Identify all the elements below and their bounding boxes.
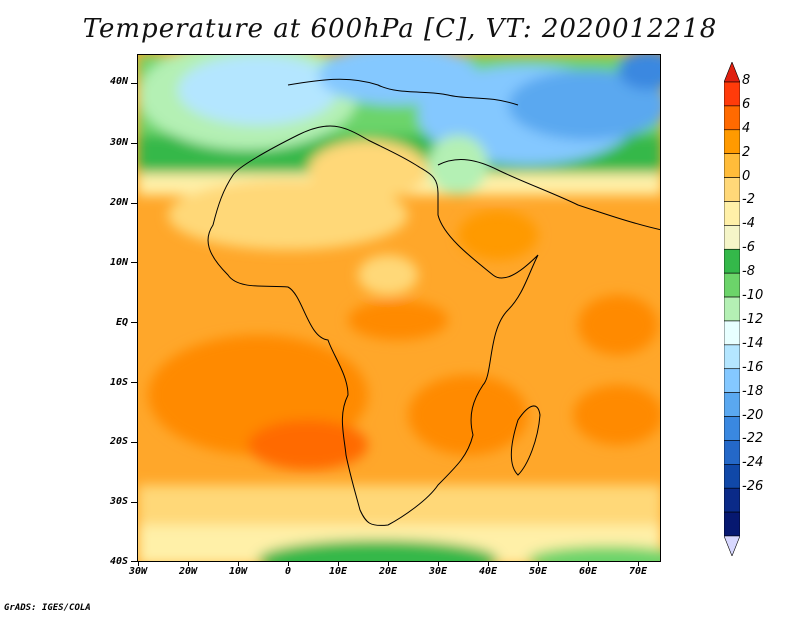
lon-label-30e: 30E — [428, 566, 448, 577]
lat-label-40n: 40N — [109, 76, 128, 87]
coastlines — [207, 78, 660, 526]
plot-title: Temperature at 600hPa [C], VT: 202001221… — [82, 14, 718, 44]
lat-tick — [131, 501, 137, 503]
colorbar-swatch — [724, 392, 740, 417]
lon-tick — [138, 562, 139, 566]
colorbar-label: -18 — [742, 383, 764, 399]
colorbar-swatch — [724, 105, 740, 131]
lon-tick — [288, 562, 289, 566]
lat-label-10s: 10S — [109, 377, 128, 388]
arabia-coastline — [437, 159, 660, 231]
colorbar-swatch — [724, 344, 740, 370]
colorbar-label: 0 — [742, 168, 751, 184]
colorbar-swatch — [724, 201, 740, 226]
colorbar-swatch — [724, 464, 740, 489]
lat-tick — [131, 83, 137, 84]
colorbar-label: 4 — [742, 120, 751, 136]
map-svg — [138, 55, 660, 561]
lat-tick — [131, 322, 137, 324]
lon-label-70e: 70E — [628, 566, 648, 577]
lon-tick — [538, 562, 539, 566]
lon-label-20e: 20E — [378, 566, 398, 577]
colorbar-label: -12 — [742, 311, 764, 327]
lat-label-eq: EQ — [115, 317, 128, 328]
colorbar-label: -10 — [742, 288, 764, 304]
lon-label-60e: 60E — [578, 566, 598, 577]
colorbar-swatch — [724, 153, 740, 178]
colorbar-label: -6 — [742, 240, 755, 256]
colorbar-swatch — [724, 487, 740, 513]
lon-label-10w: 10W — [228, 566, 248, 577]
africa-coastline — [207, 125, 539, 526]
colorbar-swatch — [724, 272, 740, 298]
lat-label-30s: 30S — [109, 496, 128, 507]
lon-label-50e: 50E — [528, 566, 548, 577]
lon-tick — [388, 562, 389, 566]
colorbar-swatch — [724, 368, 740, 393]
colorbar-swatch — [724, 81, 740, 107]
lat-label-10n: 10N — [109, 257, 128, 268]
lon-tick — [488, 562, 489, 566]
lon-label-30w: 30W — [128, 566, 148, 577]
lat-tick — [131, 142, 137, 144]
lat-tick — [131, 262, 137, 264]
lat-tick — [131, 382, 137, 383]
colorbar-swatch — [724, 416, 740, 441]
temperature-field — [138, 55, 660, 561]
colorbar-swatch — [724, 177, 740, 202]
lon-tick — [438, 562, 439, 566]
colorbar-label: 2 — [742, 144, 751, 160]
colorbar-label: -24 — [742, 455, 764, 471]
colorbar — [724, 62, 740, 556]
lon-label-40e: 40E — [478, 566, 498, 577]
colorbar-label: 6 — [742, 96, 751, 112]
madagascar-coastline — [510, 405, 541, 476]
lat-label-40s: 40S — [109, 556, 128, 567]
colorbar-swatch — [724, 511, 740, 537]
lon-label-0: 0 — [284, 566, 292, 577]
lat-label-30n: 30N — [109, 137, 128, 148]
colorbar-label: -20 — [742, 407, 764, 423]
lon-label-20w: 20W — [178, 566, 198, 577]
lat-tick — [131, 561, 137, 563]
mediterranean-coastline — [287, 78, 519, 106]
colorbar-swatch — [724, 225, 740, 250]
colorbar-label: -22 — [742, 431, 764, 447]
lat-label-20n: 20N — [109, 197, 128, 208]
lon-tick — [188, 562, 189, 566]
colorbar-bottom-arrow — [724, 535, 740, 556]
lat-tick — [131, 441, 137, 443]
colorbar-label: -8 — [742, 264, 755, 280]
lat-tick — [131, 202, 137, 204]
temperature-map — [137, 54, 661, 562]
lat-label-20s: 20S — [109, 436, 128, 447]
lon-tick — [638, 562, 639, 566]
colorbar-swatch — [724, 296, 740, 322]
lon-tick — [338, 562, 339, 566]
colorbar-label: -16 — [742, 359, 764, 375]
colorbar-swatch — [724, 129, 740, 154]
colorbar-swatch — [724, 320, 740, 346]
colorbar-label: -2 — [742, 192, 755, 208]
colorbar-top-arrow — [724, 62, 740, 83]
lon-tick — [588, 562, 589, 566]
colorbar-label: -14 — [742, 335, 764, 351]
colorbar-swatch — [724, 248, 740, 274]
colorbar-label: 8 — [742, 73, 751, 88]
colorbar-swatch — [724, 440, 740, 465]
grads-credit: GrADS: IGES/COLA — [4, 603, 91, 613]
colorbar-label: -26 — [742, 479, 764, 495]
lon-label-10e: 10E — [328, 566, 348, 577]
colorbar-label: -4 — [742, 216, 755, 232]
lon-tick — [238, 562, 239, 566]
